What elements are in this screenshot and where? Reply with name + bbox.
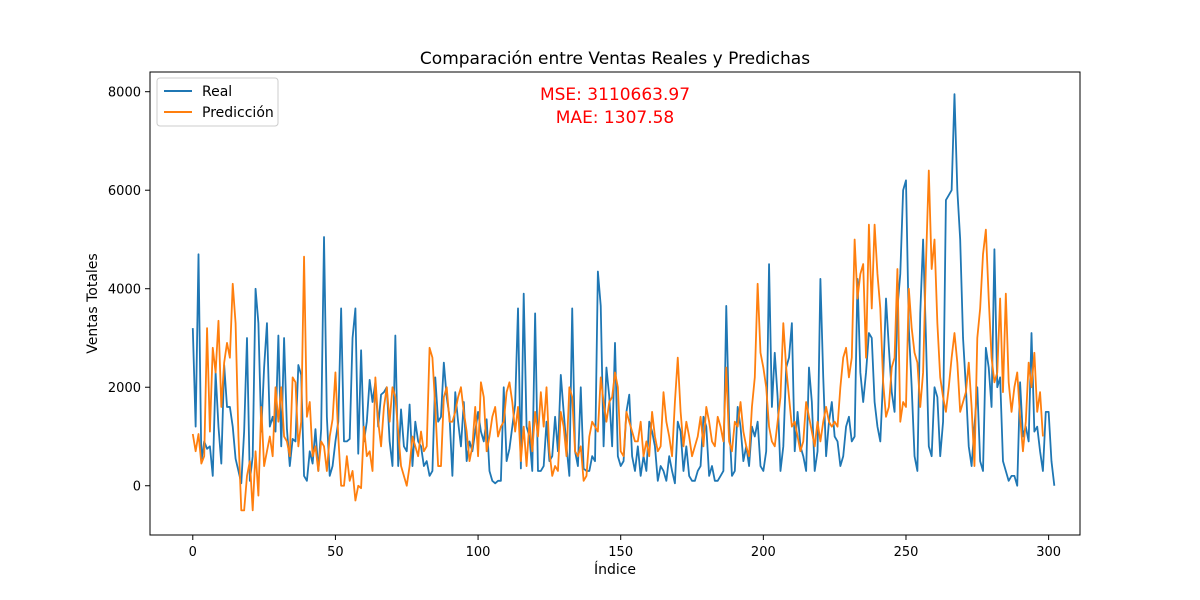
legend-label: Real	[202, 84, 232, 100]
chart-title: Comparación entre Ventas Reales y Predic…	[420, 49, 810, 69]
y-tick-label: 0	[133, 480, 141, 495]
plot-frame	[149, 71, 1081, 536]
mse-annotation: MSE: 3110663.97	[540, 85, 690, 105]
x-tick-label: 300	[1036, 545, 1061, 560]
series-line-real	[191, 93, 1056, 487]
y-tick-label: 8000	[108, 86, 141, 101]
x-tick-label: 0	[189, 545, 197, 560]
x-tick-label: 150	[608, 545, 633, 560]
legend-label: Predicción	[202, 105, 274, 121]
series-layer	[191, 93, 1056, 512]
series-line-prediccion	[191, 169, 1044, 512]
y-axis: 0 2000 4000 6000 8000	[108, 86, 150, 495]
x-tick-label: 100	[466, 545, 491, 560]
x-axis: 0 50 100 150 200 250 300	[189, 535, 1061, 560]
x-axis-label: Índice	[594, 561, 636, 578]
legend: Real Predicción	[156, 77, 279, 127]
y-tick-label: 4000	[108, 283, 141, 298]
x-tick-label: 50	[327, 545, 344, 560]
y-tick-label: 2000	[108, 381, 141, 396]
x-tick-label: 250	[894, 545, 919, 560]
mae-annotation: MAE: 1307.58	[556, 108, 674, 128]
y-tick-label: 6000	[108, 184, 141, 199]
x-tick-label: 200	[751, 545, 776, 560]
y-axis-label: Ventas Totales	[85, 253, 101, 353]
